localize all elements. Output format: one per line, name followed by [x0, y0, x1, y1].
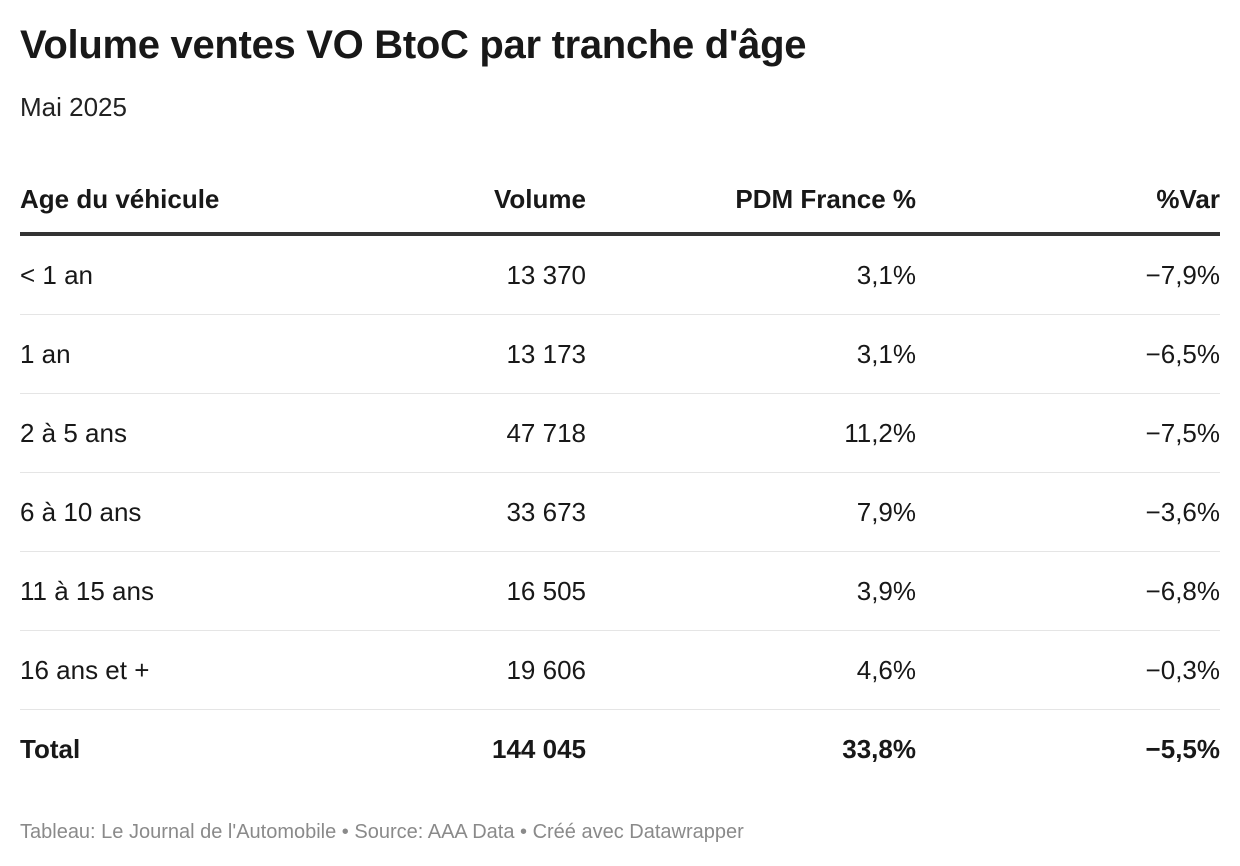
- table-row: 11 à 15 ans 16 505 3,9% −6,8%: [20, 552, 1220, 631]
- cell-pdm: 11,2%: [844, 418, 916, 448]
- cell-volume: 13 173: [506, 339, 586, 369]
- cell-volume: 16 505: [506, 576, 586, 606]
- cell-volume: 47 718: [506, 418, 586, 448]
- cell-volume: 13 370: [506, 260, 586, 290]
- cell-age: < 1 an: [20, 260, 94, 290]
- cell-age: 16 ans et +: [20, 655, 150, 685]
- table-header-row: Age du véhicule Volume PDM France % %Var: [20, 166, 1220, 236]
- header-pdm-france[interactable]: PDM France %: [735, 184, 916, 214]
- cell-volume: 19 606: [506, 655, 586, 685]
- cell-var: −7,5%: [1145, 418, 1220, 448]
- table-row: 1 an 13 173 3,1% −6,5%: [20, 315, 1220, 394]
- cell-var: −7,9%: [1145, 260, 1220, 290]
- chart-subtitle: Mai 2025: [20, 92, 127, 122]
- cell-var: −6,5%: [1145, 339, 1220, 369]
- total-pdm: 33,8%: [842, 734, 916, 764]
- cell-pdm: 4,6%: [856, 655, 916, 685]
- source-footer: Tableau: Le Journal de l'Automobile • So…: [20, 821, 744, 843]
- total-var: −5,5%: [1145, 734, 1220, 764]
- cell-pdm: 3,9%: [856, 576, 916, 606]
- cell-age: 1 an: [20, 339, 71, 369]
- header-var[interactable]: %Var: [1156, 184, 1220, 214]
- cell-volume: 33 673: [506, 497, 586, 527]
- cell-pdm: 3,1%: [856, 260, 916, 290]
- table-row: 6 à 10 ans 33 673 7,9% −3,6%: [20, 473, 1220, 552]
- table-row: 16 ans et + 19 606 4,6% −0,3%: [20, 631, 1220, 710]
- cell-age: 6 à 10 ans: [20, 497, 142, 527]
- chart-title: Volume ventes VO BtoC par tranche d'âge: [20, 23, 807, 67]
- cell-age: 11 à 15 ans: [20, 576, 154, 606]
- cell-age: 2 à 5 ans: [20, 418, 127, 448]
- table-row: < 1 an 13 370 3,1% −7,9%: [20, 236, 1220, 315]
- total-volume: 144 045: [492, 734, 586, 764]
- cell-pdm: 7,9%: [856, 497, 916, 527]
- cell-var: −6,8%: [1145, 576, 1220, 606]
- total-label: Total: [20, 734, 81, 764]
- cell-var: −3,6%: [1145, 497, 1220, 527]
- header-age[interactable]: Age du véhicule: [20, 184, 220, 214]
- cell-pdm: 3,1%: [856, 339, 916, 369]
- table-row: 2 à 5 ans 47 718 11,2% −7,5%: [20, 394, 1220, 473]
- table-total-row: Total 144 045 33,8% −5,5%: [20, 710, 1220, 788]
- header-volume[interactable]: Volume: [494, 184, 586, 214]
- cell-var: −0,3%: [1145, 655, 1220, 685]
- data-table: Age du véhicule Volume PDM France % %Var…: [20, 166, 1220, 788]
